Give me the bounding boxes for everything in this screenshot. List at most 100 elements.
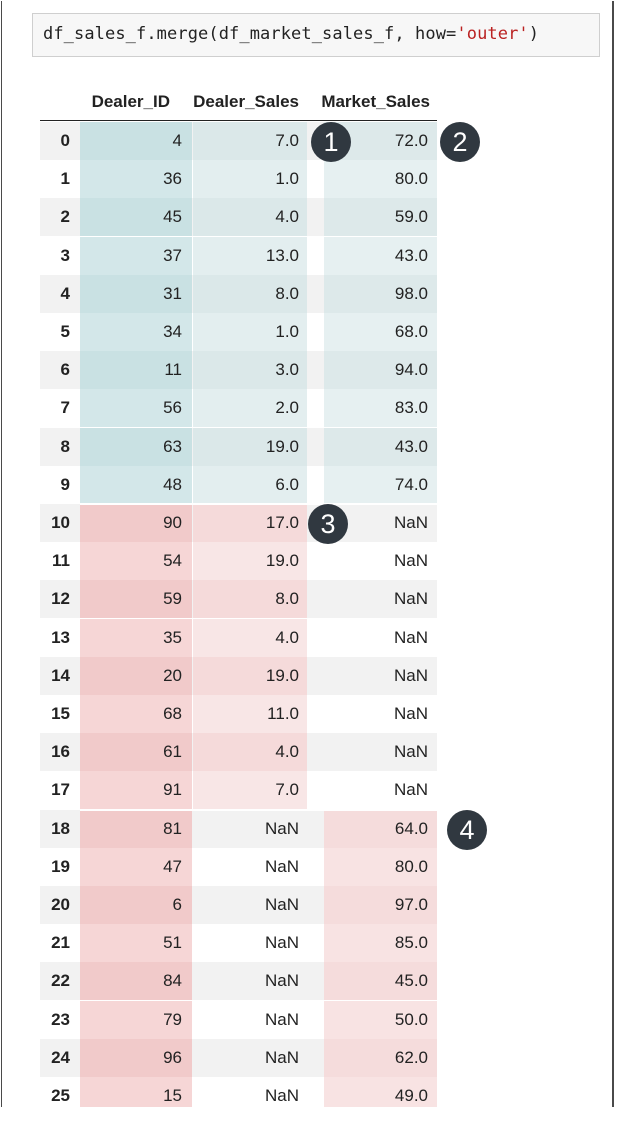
cell-dealer-id: 34 bbox=[80, 313, 190, 351]
cell-dealer-sales: 3.0 bbox=[193, 351, 307, 389]
cell-market-sales: NaN bbox=[324, 733, 436, 771]
table-row: 25 15 NaN 49.0 bbox=[40, 1077, 437, 1107]
cell-market-sales: NaN bbox=[324, 657, 436, 695]
row-index: 3 bbox=[40, 237, 76, 275]
cell-market-sales: 59.0 bbox=[324, 198, 436, 236]
cell-dealer-sales: NaN bbox=[193, 886, 307, 924]
cell-market-sales: 80.0 bbox=[324, 848, 436, 886]
column-header-dealer-id: Dealer_ID bbox=[80, 89, 170, 115]
group-separator bbox=[80, 503, 437, 505]
table-row: 11 54 19.0 NaN bbox=[40, 542, 437, 580]
cell-dealer-id: 61 bbox=[80, 733, 190, 771]
cell-market-sales: 45.0 bbox=[324, 962, 436, 1000]
row-index: 11 bbox=[40, 542, 76, 580]
cell-dealer-id: 31 bbox=[80, 275, 190, 313]
cell-market-sales: NaN bbox=[324, 771, 436, 809]
header-divider bbox=[40, 120, 437, 121]
row-index: 12 bbox=[40, 580, 76, 618]
table-row: 0 4 7.0 72.0 bbox=[40, 122, 437, 160]
table-row: 16 61 4.0 NaN bbox=[40, 733, 437, 771]
row-index: 20 bbox=[40, 886, 76, 924]
row-index: 19 bbox=[40, 848, 76, 886]
cell-dealer-id: 15 bbox=[80, 1077, 190, 1107]
cell-dealer-sales: 7.0 bbox=[193, 122, 307, 160]
table-row: 15 68 11.0 NaN bbox=[40, 695, 437, 733]
table-row: 23 79 NaN 50.0 bbox=[40, 1001, 437, 1039]
cell-dealer-sales: 7.0 bbox=[193, 771, 307, 809]
cell-dealer-id: 81 bbox=[80, 810, 190, 848]
row-index: 5 bbox=[40, 313, 76, 351]
row-index: 23 bbox=[40, 1001, 76, 1039]
row-index: 25 bbox=[40, 1077, 76, 1107]
cell-dealer-id: 36 bbox=[80, 160, 190, 198]
cell-market-sales: 85.0 bbox=[324, 924, 436, 962]
row-index: 0 bbox=[40, 122, 76, 160]
table-row: 21 51 NaN 85.0 bbox=[40, 924, 437, 962]
cell-dealer-sales: 19.0 bbox=[193, 542, 307, 580]
cell-dealer-sales: 13.0 bbox=[193, 237, 307, 275]
cell-dealer-sales: NaN bbox=[193, 962, 307, 1000]
cell-market-sales: 83.0 bbox=[324, 389, 436, 427]
cell-dealer-id: 11 bbox=[80, 351, 190, 389]
cell-dealer-sales: NaN bbox=[193, 848, 307, 886]
cell-dealer-sales: 6.0 bbox=[193, 466, 307, 504]
table-row: 5 34 1.0 68.0 bbox=[40, 313, 437, 351]
table-row: 18 81 NaN 64.0 bbox=[40, 810, 437, 848]
table-row: 20 6 NaN 97.0 bbox=[40, 886, 437, 924]
row-index: 2 bbox=[40, 198, 76, 236]
row-index: 1 bbox=[40, 160, 76, 198]
table-row: 2 45 4.0 59.0 bbox=[40, 198, 437, 236]
cell-dealer-sales: NaN bbox=[193, 1039, 307, 1077]
row-index: 21 bbox=[40, 924, 76, 962]
table-row: 6 11 3.0 94.0 bbox=[40, 351, 437, 389]
row-index: 22 bbox=[40, 962, 76, 1000]
column-header-market-sales: Market_Sales bbox=[307, 89, 430, 115]
cell-dealer-sales: 1.0 bbox=[193, 160, 307, 198]
table-row: 17 91 7.0 NaN bbox=[40, 771, 437, 809]
cell-dealer-sales: NaN bbox=[193, 1001, 307, 1039]
cell-market-sales: 43.0 bbox=[324, 237, 436, 275]
cell-dealer-id: 51 bbox=[80, 924, 190, 962]
row-index: 15 bbox=[40, 695, 76, 733]
row-index: 24 bbox=[40, 1039, 76, 1077]
row-index: 9 bbox=[40, 466, 76, 504]
cell-dealer-id: 37 bbox=[80, 237, 190, 275]
cell-dealer-sales: 8.0 bbox=[193, 275, 307, 313]
cell-dealer-id: 90 bbox=[80, 504, 190, 542]
callout-badge-4: 4 bbox=[447, 810, 487, 850]
table-row: 14 20 19.0 NaN bbox=[40, 657, 437, 695]
cell-market-sales: 74.0 bbox=[324, 466, 436, 504]
table-row: 8 63 19.0 43.0 bbox=[40, 428, 437, 466]
cell-dealer-id: 68 bbox=[80, 695, 190, 733]
cell-market-sales: 43.0 bbox=[324, 428, 436, 466]
cell-dealer-id: 35 bbox=[80, 619, 190, 657]
group-separator bbox=[80, 809, 437, 811]
row-index: 18 bbox=[40, 810, 76, 848]
cell-market-sales: 50.0 bbox=[324, 1001, 436, 1039]
row-index: 8 bbox=[40, 428, 76, 466]
callout-badge-2: 2 bbox=[440, 122, 480, 162]
cell-market-sales: 94.0 bbox=[324, 351, 436, 389]
cell-dealer-id: 4 bbox=[80, 122, 190, 160]
cell-dealer-id: 6 bbox=[80, 886, 190, 924]
cell-dealer-sales: 19.0 bbox=[193, 428, 307, 466]
row-index: 14 bbox=[40, 657, 76, 695]
callout-badge-3: 3 bbox=[308, 504, 348, 544]
cell-dealer-id: 56 bbox=[80, 389, 190, 427]
row-index: 13 bbox=[40, 619, 76, 657]
table-row: 12 59 8.0 NaN bbox=[40, 580, 437, 618]
cell-dealer-sales: 4.0 bbox=[193, 198, 307, 236]
notebook-frame: df_sales_f.merge(df_market_sales_f, how=… bbox=[1, 1, 614, 1107]
row-index: 16 bbox=[40, 733, 76, 771]
cell-dealer-sales: 19.0 bbox=[193, 657, 307, 695]
cell-dealer-id: 59 bbox=[80, 580, 190, 618]
table-row: 13 35 4.0 NaN bbox=[40, 619, 437, 657]
cell-dealer-id: 96 bbox=[80, 1039, 190, 1077]
table-row: 1 36 1.0 80.0 bbox=[40, 160, 437, 198]
cell-dealer-sales: NaN bbox=[193, 924, 307, 962]
cell-market-sales: 64.0 bbox=[324, 810, 436, 848]
cell-dealer-id: 20 bbox=[80, 657, 190, 695]
table-row: 9 48 6.0 74.0 bbox=[40, 466, 437, 504]
cell-dealer-sales: 8.0 bbox=[193, 580, 307, 618]
cell-market-sales: 62.0 bbox=[324, 1039, 436, 1077]
